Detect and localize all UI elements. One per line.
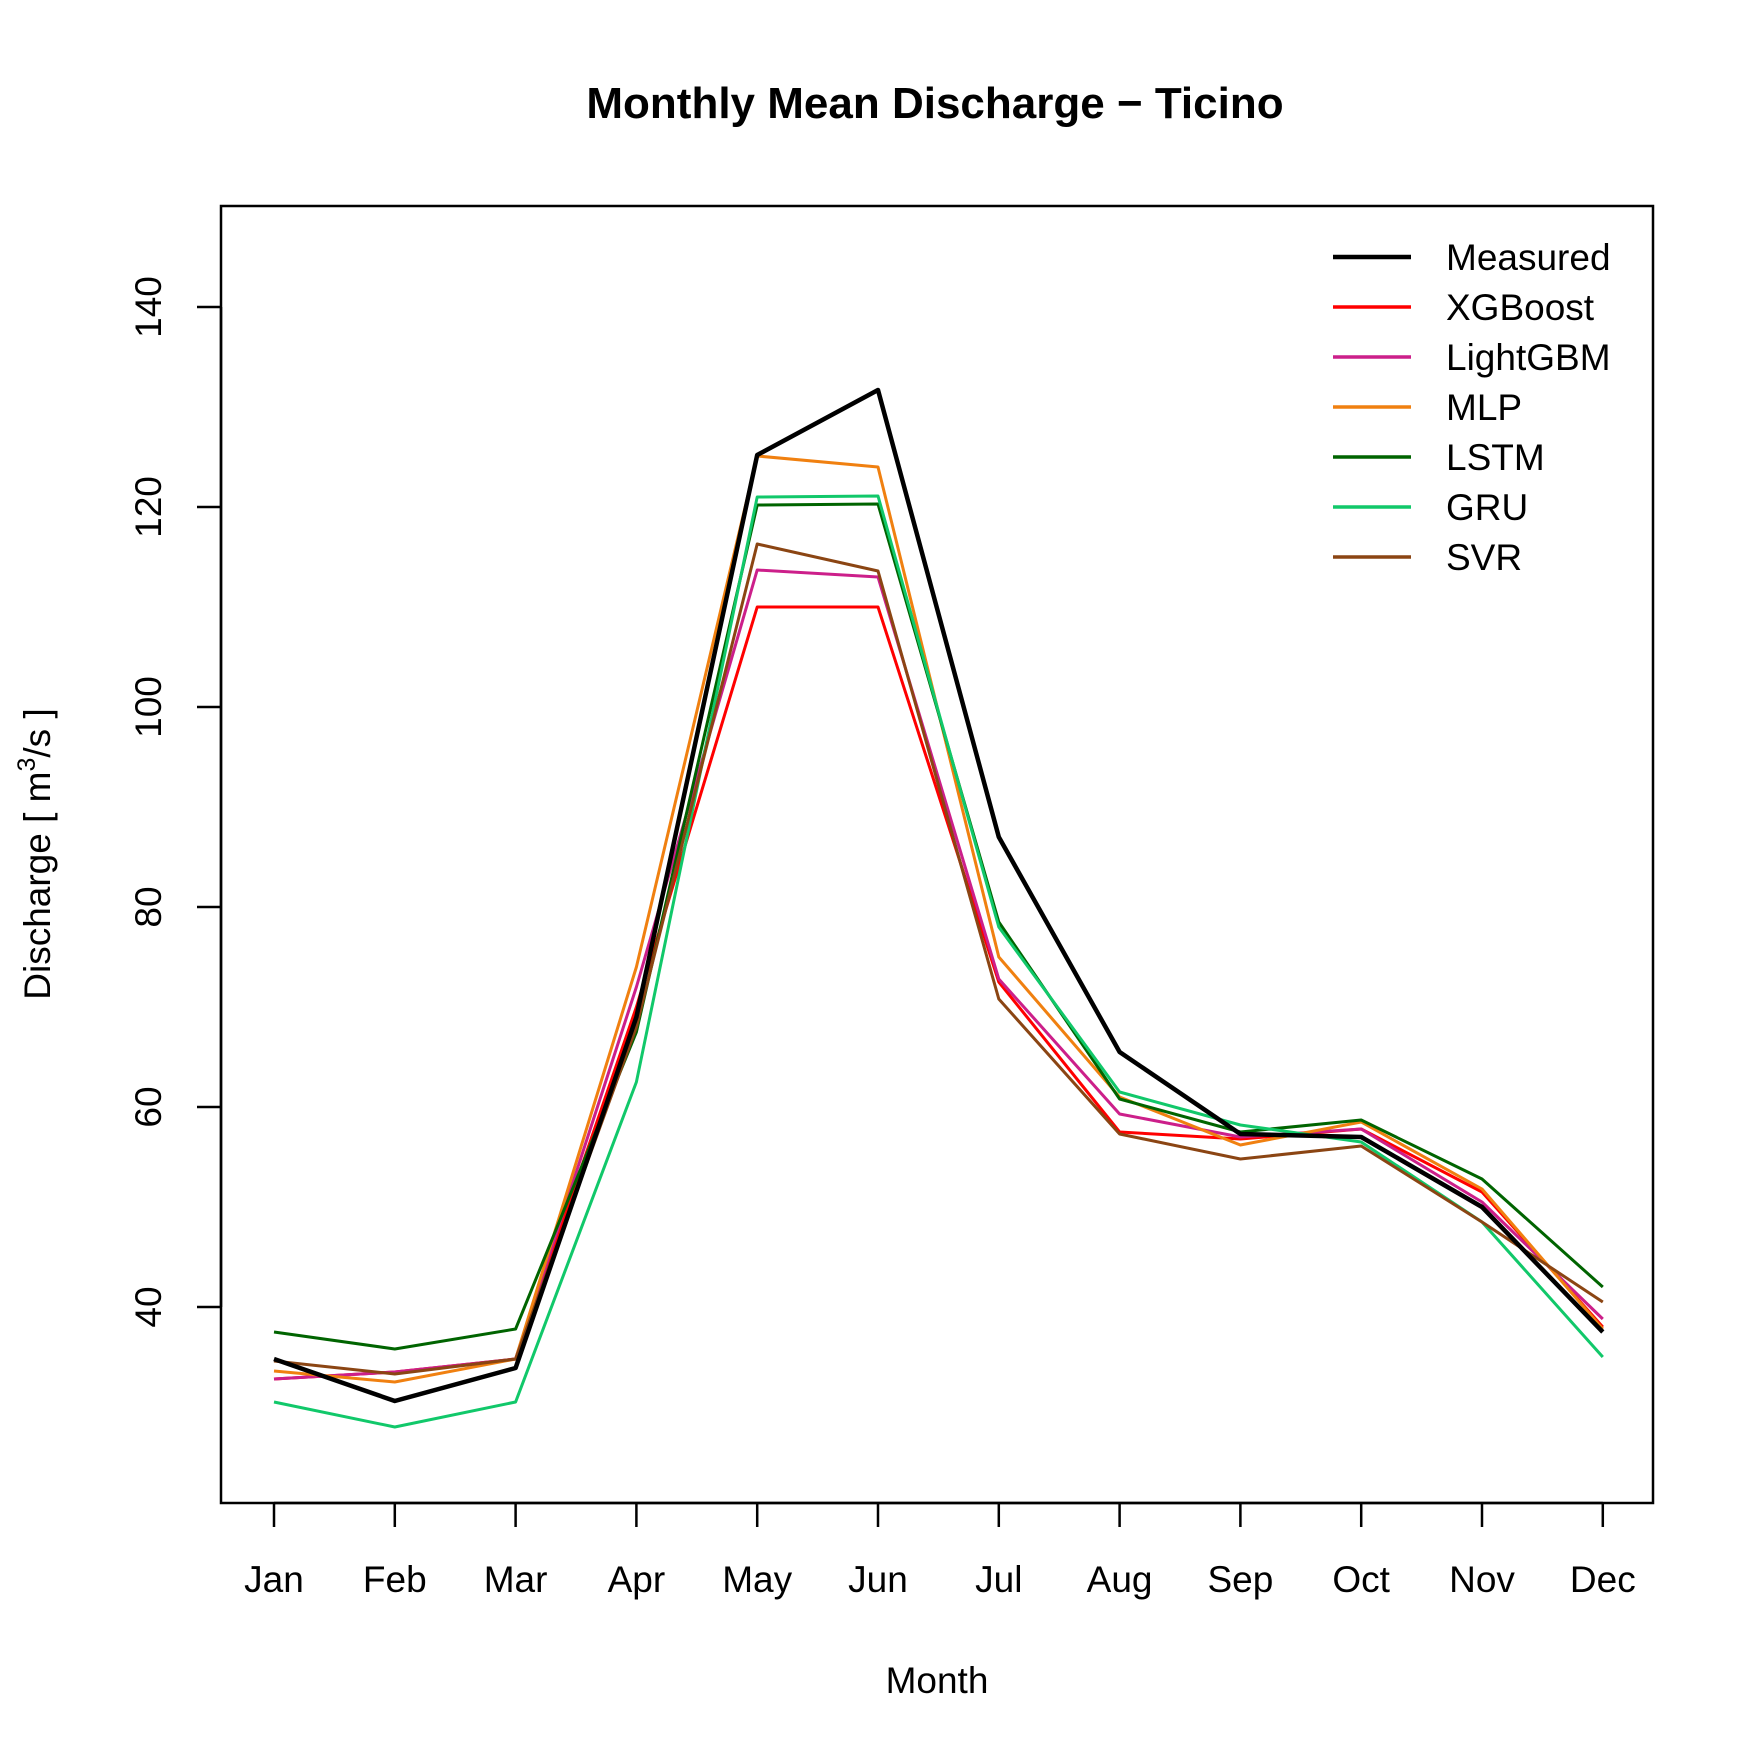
x-axis-label: Month [886, 1660, 989, 1701]
y-axis-label-suffix: /s ] [17, 708, 58, 757]
legend-label-measured: Measured [1446, 237, 1611, 278]
x-tick-label: Jun [848, 1559, 908, 1600]
series-line-xgboost [273, 605, 1604, 1381]
y-axis-label: Discharge [ m3/s ] [13, 708, 58, 999]
x-tick-label: Dec [1570, 1559, 1636, 1600]
y-tick-label: 140 [128, 276, 169, 338]
y-tick-label: 40 [128, 1286, 169, 1327]
chart-title: Monthly Mean Discharge − Ticino [586, 79, 1283, 128]
legend-label-lstm: LSTM [1446, 437, 1545, 478]
series-line-svr [273, 542, 1604, 1376]
y-axis: 40 60 80 100 120 140 [128, 276, 223, 1328]
x-tick-label: May [722, 1559, 792, 1600]
series-line-gru [273, 494, 1604, 1429]
x-tick-label: Sep [1207, 1559, 1273, 1600]
y-tick-label: 120 [128, 476, 169, 538]
legend-label-xgboost: XGBoost [1446, 287, 1595, 328]
series-line-measured [273, 387, 1605, 1404]
x-tick-label: Nov [1449, 1559, 1515, 1600]
legend-label-gru: GRU [1446, 487, 1528, 528]
x-tick-label: Mar [484, 1559, 548, 1600]
legend-label-svr: SVR [1446, 537, 1522, 578]
series-line-lightgbm [273, 568, 1604, 1381]
x-tick-label: Apr [608, 1559, 666, 1600]
x-tick-label: Jul [975, 1559, 1022, 1600]
series-line-lstm [273, 502, 1604, 1351]
series-line-mlp [273, 454, 1604, 1384]
y-axis-label-superscript: 3 [13, 758, 41, 772]
x-tick-label: Jan [244, 1559, 304, 1600]
legend-label-lightgbm: LightGBM [1446, 337, 1611, 378]
y-tick-label: 100 [128, 676, 169, 738]
x-tick-label: Oct [1332, 1559, 1390, 1600]
plot-frame [219, 204, 1655, 1505]
x-tick-label: Feb [363, 1559, 427, 1600]
y-tick-label: 80 [128, 886, 169, 927]
series-layer [273, 387, 1605, 1429]
y-tick-label: 60 [128, 1086, 169, 1127]
legend-label-mlp: MLP [1446, 387, 1522, 428]
x-tick-label: Aug [1087, 1559, 1153, 1600]
y-axis-label-prefix: Discharge [ m [17, 772, 58, 1000]
legend: Measured XGBoost LightGBM MLP LSTM GRU SVR [1333, 237, 1611, 578]
x-axis: Jan Feb Mar Apr May Jun Jul Aug Sep Oct Nov Dec [244, 1501, 1636, 1600]
